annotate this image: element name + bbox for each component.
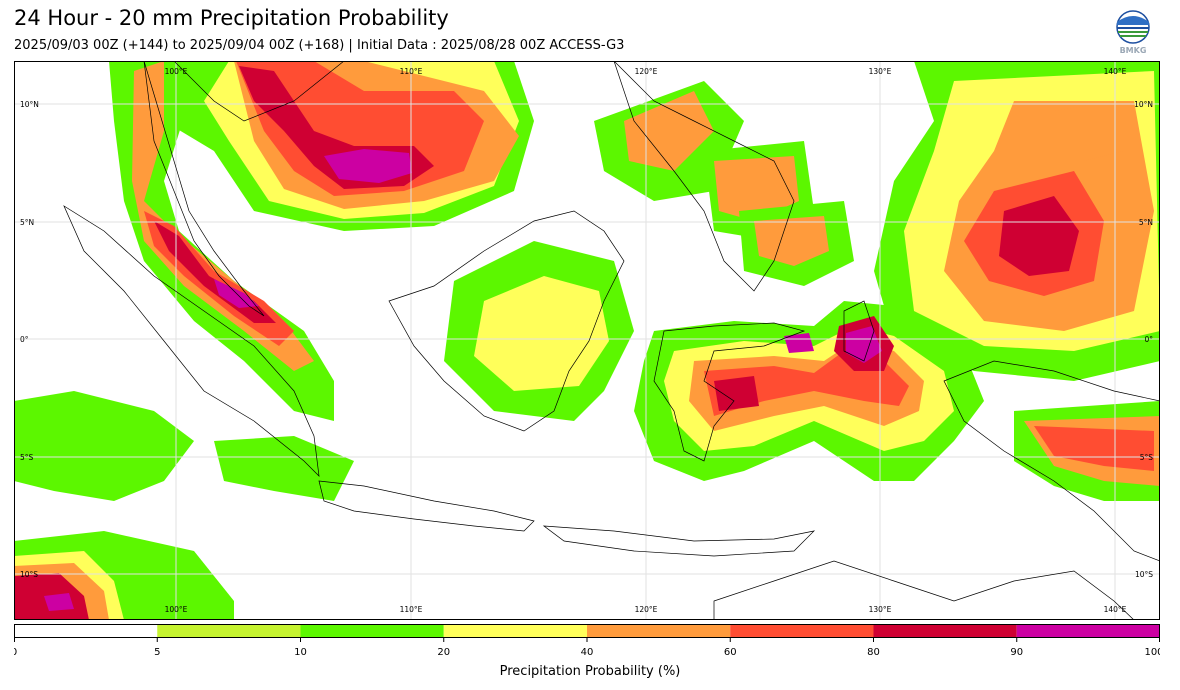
lon-label: 130°E	[869, 67, 892, 76]
coastline-australia-north	[713, 560, 1135, 620]
coastlines	[63, 61, 1160, 620]
colorbar-tick-label: 20	[437, 647, 450, 658]
lon-label: 110°E	[400, 67, 423, 76]
contour-10	[214, 436, 354, 501]
coastline-sumatra	[63, 205, 320, 477]
colorbar-tick-label: 60	[724, 647, 737, 658]
colorbar-tick-label: 10	[294, 647, 307, 658]
colorbar-swatch	[300, 624, 444, 638]
colorbar-swatch	[14, 624, 158, 638]
colorbar-swatch	[157, 624, 301, 638]
colorbar-swatch	[1016, 624, 1160, 638]
lat-labels-left: 10°N 5°N 0° 5°S 10°S	[20, 100, 39, 579]
lon-label: 100°E	[165, 605, 188, 614]
colorbar-tick-label: 0	[14, 647, 17, 658]
colorbar-tick-label: 5	[154, 647, 160, 658]
lat-label: 5°S	[20, 453, 34, 462]
lat-label: 0°	[1144, 335, 1153, 344]
lon-label: 100°E	[165, 67, 188, 76]
lon-label: 140°E	[1104, 67, 1127, 76]
lon-labels-bottom: 100°E 110°E 120°E 130°E 140°E	[165, 605, 1127, 614]
coastline-borneo	[388, 210, 625, 432]
lat-label: 0°	[20, 335, 29, 344]
colorbar-tick-marks	[14, 638, 1160, 642]
lat-label: 5°N	[20, 218, 34, 227]
lat-labels-right: 10°N 5°N 0° 5°S 10°S	[1134, 100, 1153, 579]
contour-90	[784, 333, 814, 353]
precipitation-map: 100°E 110°E 120°E 130°E 140°E 100°E 110°…	[14, 61, 1160, 620]
lon-label: 120°E	[635, 67, 658, 76]
colorbar-frame	[14, 624, 1160, 638]
colorbar-swatch	[873, 624, 1017, 638]
logo-text: BMKG	[1120, 46, 1147, 55]
colorbar: 0 5 10 20 40 60 80 90 100	[14, 624, 1160, 658]
colorbar-tick-labels: 0 5 10 20 40 60 80 90 100	[14, 647, 1160, 658]
coastline-indochina	[173, 61, 345, 122]
coastline-lesser-sunda	[542, 525, 816, 557]
colorbar-label: Precipitation Probability (%)	[499, 664, 681, 679]
contour-90	[324, 149, 412, 183]
contour-80	[714, 376, 759, 411]
bmkg-logo: BMKG	[1112, 10, 1154, 56]
lat-label: 10°S	[1135, 570, 1153, 579]
coastline-malay-peninsula	[143, 61, 265, 317]
chart-title: 24 Hour - 20 mm Precipitation Probabilit…	[14, 6, 449, 30]
coastline-java	[318, 480, 535, 532]
colorbar-tick-label: 80	[867, 647, 880, 658]
lon-label: 120°E	[635, 605, 658, 614]
lon-label: 140°E	[1104, 605, 1127, 614]
contour-40	[714, 156, 799, 221]
lat-label: 10°N	[20, 100, 39, 109]
coastline-philippines	[613, 61, 795, 292]
bmkg-globe-logo: BMKG	[1116, 10, 1150, 55]
map-frame	[14, 61, 1160, 620]
colorbar-tick-label: 40	[581, 647, 594, 658]
probability-contours	[14, 61, 1160, 620]
lat-label: 10°S	[20, 570, 38, 579]
lon-labels-top: 100°E 110°E 120°E 130°E 140°E	[165, 67, 1127, 76]
coastline-papua	[943, 360, 1160, 562]
contour-90	[44, 593, 74, 611]
colorbar-swatch	[730, 624, 874, 638]
coastline-halmahera	[843, 300, 875, 362]
chart-subtitle: 2025/09/03 00Z (+144) to 2025/09/04 00Z …	[14, 38, 625, 53]
lon-label: 110°E	[400, 605, 423, 614]
contour-40	[1054, 101, 1124, 161]
lat-label: 10°N	[1134, 100, 1153, 109]
colorbar-swatch	[587, 624, 731, 638]
contour-90	[846, 326, 882, 363]
colorbar-tick-label: 100	[1144, 647, 1160, 658]
contour-40	[754, 216, 829, 266]
colorbar-swatch	[443, 624, 587, 638]
coastline-sulawesi	[653, 322, 806, 462]
contour-80	[999, 196, 1079, 276]
contour-40	[132, 61, 314, 371]
contour-60	[1034, 426, 1154, 471]
colorbar-tick-label: 90	[1010, 647, 1023, 658]
lat-label: 5°S	[1140, 453, 1154, 462]
contour-10	[14, 391, 194, 501]
lat-label: 5°N	[1139, 218, 1153, 227]
lon-label: 130°E	[869, 605, 892, 614]
colorbar-swatches	[14, 624, 1160, 638]
